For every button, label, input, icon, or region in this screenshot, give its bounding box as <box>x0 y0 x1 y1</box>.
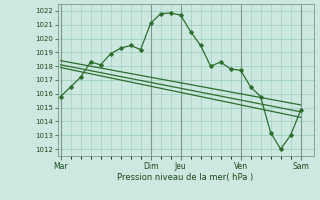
X-axis label: Pression niveau de la mer( hPa ): Pression niveau de la mer( hPa ) <box>117 173 254 182</box>
